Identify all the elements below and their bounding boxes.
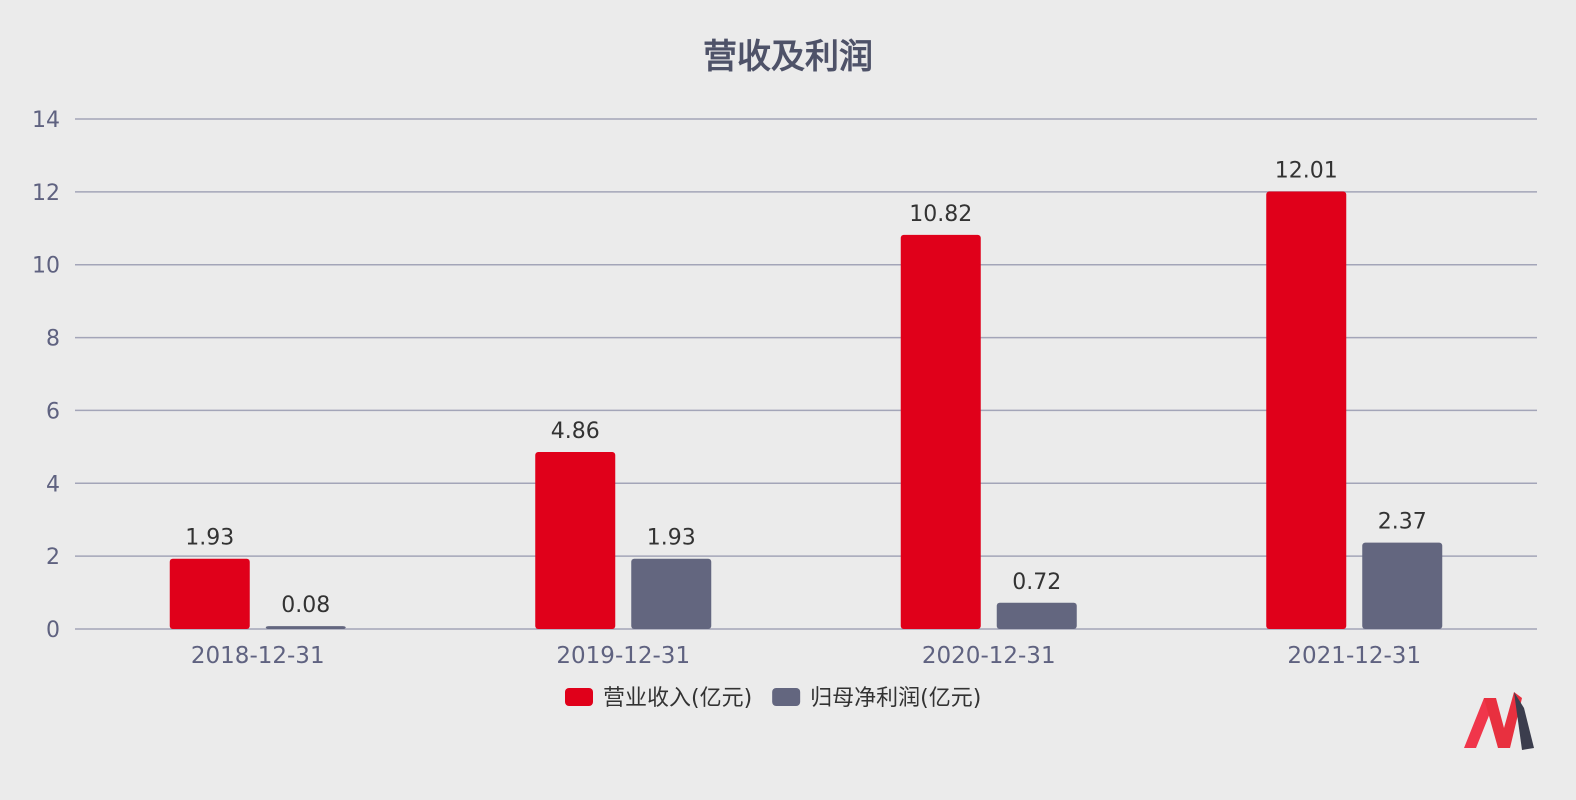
legend-swatch <box>772 688 801 706</box>
chart-title: 营收及利润 <box>703 37 873 77</box>
bar-series-2 <box>1362 542 1443 629</box>
data-label: 1.93 <box>647 526 696 551</box>
bars <box>169 191 1443 630</box>
data-label: 4.86 <box>551 419 600 444</box>
y-tick-label: 8 <box>46 327 60 352</box>
bar-series-2 <box>631 558 712 629</box>
x-tick-label: 2020-12-31 <box>922 643 1056 669</box>
data-labels: 1.93 0.08 4.86 1.93 10.82 0.72 12.01 2.37 <box>185 158 1426 618</box>
legend-swatch <box>565 688 593 706</box>
data-label: 0.08 <box>281 593 330 618</box>
data-label: 10.82 <box>909 202 972 227</box>
bar-series-1 <box>535 451 616 629</box>
y-tick-label: 12 <box>32 181 60 206</box>
bar-series-1 <box>900 234 981 630</box>
y-tick-label: 4 <box>46 472 60 497</box>
y-tick-label: 0 <box>46 618 60 643</box>
x-axis: 2018-12-31 2019-12-31 2020-12-31 2021-12-31 <box>191 643 1421 669</box>
data-label: 1.93 <box>185 526 234 551</box>
y-tick-label: 6 <box>46 399 60 424</box>
y-tick-label: 10 <box>32 254 60 279</box>
gridlines <box>75 118 1537 630</box>
logo-icon <box>1464 692 1534 750</box>
legend: 营业收入(亿元) 归母净利润(亿元) <box>565 686 981 711</box>
y-tick-label: 2 <box>46 545 60 570</box>
legend-label: 归母净利润(亿元) <box>810 686 981 711</box>
data-label: 0.72 <box>1012 570 1061 595</box>
bar-series-1 <box>169 558 250 629</box>
y-axis: 0 2 4 6 8 10 12 14 <box>32 108 60 643</box>
bar-series-2 <box>996 602 1077 629</box>
x-tick-label: 2019-12-31 <box>556 643 690 669</box>
bar-series-2 <box>265 626 346 629</box>
y-tick-label: 14 <box>32 108 60 133</box>
bar-series-1 <box>1266 191 1347 629</box>
data-label: 2.37 <box>1378 510 1427 535</box>
x-tick-label: 2021-12-31 <box>1287 643 1421 669</box>
data-label: 12.01 <box>1275 158 1338 183</box>
legend-label: 营业收入(亿元) <box>603 686 752 711</box>
x-tick-label: 2018-12-31 <box>191 643 325 669</box>
